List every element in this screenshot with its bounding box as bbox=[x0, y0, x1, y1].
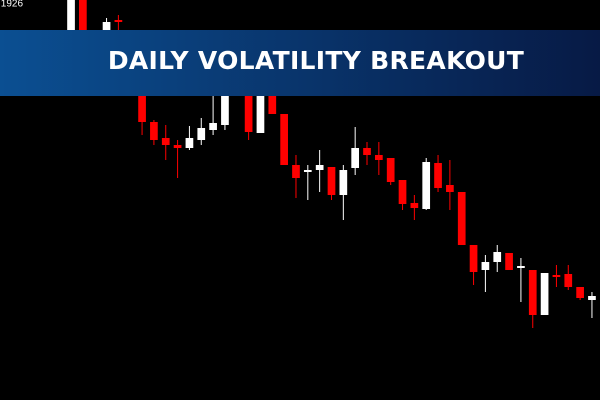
candle-body bbox=[327, 167, 336, 195]
candle-body bbox=[292, 165, 300, 178]
candle-body bbox=[138, 96, 146, 122]
candle-body bbox=[528, 270, 537, 315]
candle-body bbox=[315, 165, 324, 170]
candle-body bbox=[481, 262, 490, 270]
candle-body bbox=[375, 155, 383, 160]
candle-body bbox=[457, 192, 466, 245]
plot-area: .1926 bbox=[0, 0, 596, 328]
candle-body bbox=[209, 123, 217, 130]
candle-body bbox=[469, 245, 478, 272]
candle-body bbox=[221, 96, 229, 125]
candle-body bbox=[79, 0, 87, 30]
candle-body bbox=[351, 148, 360, 168]
title-banner bbox=[0, 30, 600, 96]
candle-body bbox=[67, 0, 75, 30]
candle-body bbox=[588, 296, 596, 300]
candle-body bbox=[303, 170, 312, 172]
candle-body bbox=[564, 274, 573, 287]
candle-body bbox=[422, 162, 431, 209]
candle-body bbox=[386, 158, 395, 182]
candle-body bbox=[434, 163, 442, 188]
candle-body bbox=[280, 114, 288, 165]
candle-body bbox=[268, 96, 277, 114]
candle-body bbox=[540, 273, 549, 315]
candle-body bbox=[505, 253, 513, 270]
candle-body bbox=[517, 266, 525, 268]
candle-body bbox=[114, 20, 123, 22]
candle-body bbox=[197, 128, 206, 140]
candle-body bbox=[173, 145, 182, 148]
candle-body bbox=[446, 185, 454, 192]
candle-body bbox=[493, 252, 502, 262]
candle-body bbox=[102, 22, 111, 30]
y-tick-label: .1926 bbox=[0, 0, 23, 10]
candle-body bbox=[398, 180, 407, 204]
candle-body bbox=[256, 96, 265, 133]
candle-body bbox=[552, 275, 561, 277]
candle-body bbox=[339, 170, 348, 195]
candle-body bbox=[185, 138, 194, 148]
candle-body bbox=[244, 96, 253, 132]
candle-body bbox=[410, 203, 419, 208]
candle-body bbox=[150, 122, 158, 140]
candle-body bbox=[576, 287, 584, 298]
candle-body bbox=[161, 138, 170, 145]
chart-title: DAILY VOLATILITY BREAKOUT bbox=[108, 46, 524, 75]
candle-body bbox=[363, 148, 371, 155]
